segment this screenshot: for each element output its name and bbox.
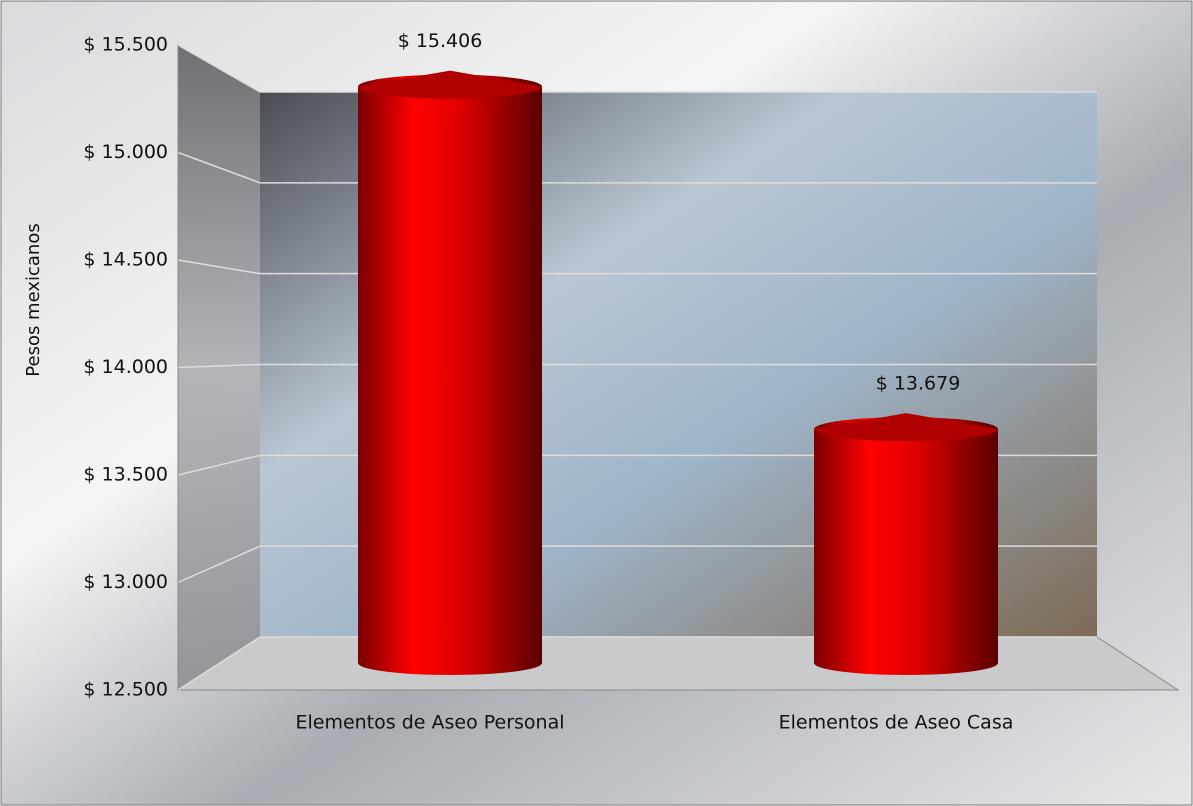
y-axis-label: Pesos mexicanos <box>23 223 44 376</box>
grid-line <box>177 44 261 93</box>
grid-line <box>177 259 261 275</box>
y-tick-label: $ 12.500 <box>83 679 168 701</box>
y-tick-label: $ 15.500 <box>83 34 168 56</box>
grid-line <box>177 636 261 691</box>
grid-line <box>177 363 261 369</box>
grid-line <box>177 454 261 476</box>
side-wall <box>178 45 260 690</box>
value-label: $ 15.406 <box>398 30 483 52</box>
bar-top <box>358 70 542 99</box>
grid-line <box>177 545 261 584</box>
x-tick-label: Elementos de Aseo Personal <box>295 712 564 734</box>
bar <box>814 417 998 675</box>
value-label: $ 13.679 <box>876 373 961 395</box>
y-tick-label: $ 15.000 <box>83 141 168 163</box>
x-tick-label: Elementos de Aseo Casa <box>779 712 1014 734</box>
floor <box>176 636 1180 691</box>
bar <box>358 74 542 676</box>
bar-top <box>814 413 998 442</box>
y-tick-label: $ 14.000 <box>83 356 168 378</box>
y-tick-label: $ 13.500 <box>83 464 168 486</box>
y-tick-label: $ 14.500 <box>83 249 168 271</box>
y-tick-label: $ 13.000 <box>83 571 168 593</box>
grid-line <box>177 151 261 184</box>
